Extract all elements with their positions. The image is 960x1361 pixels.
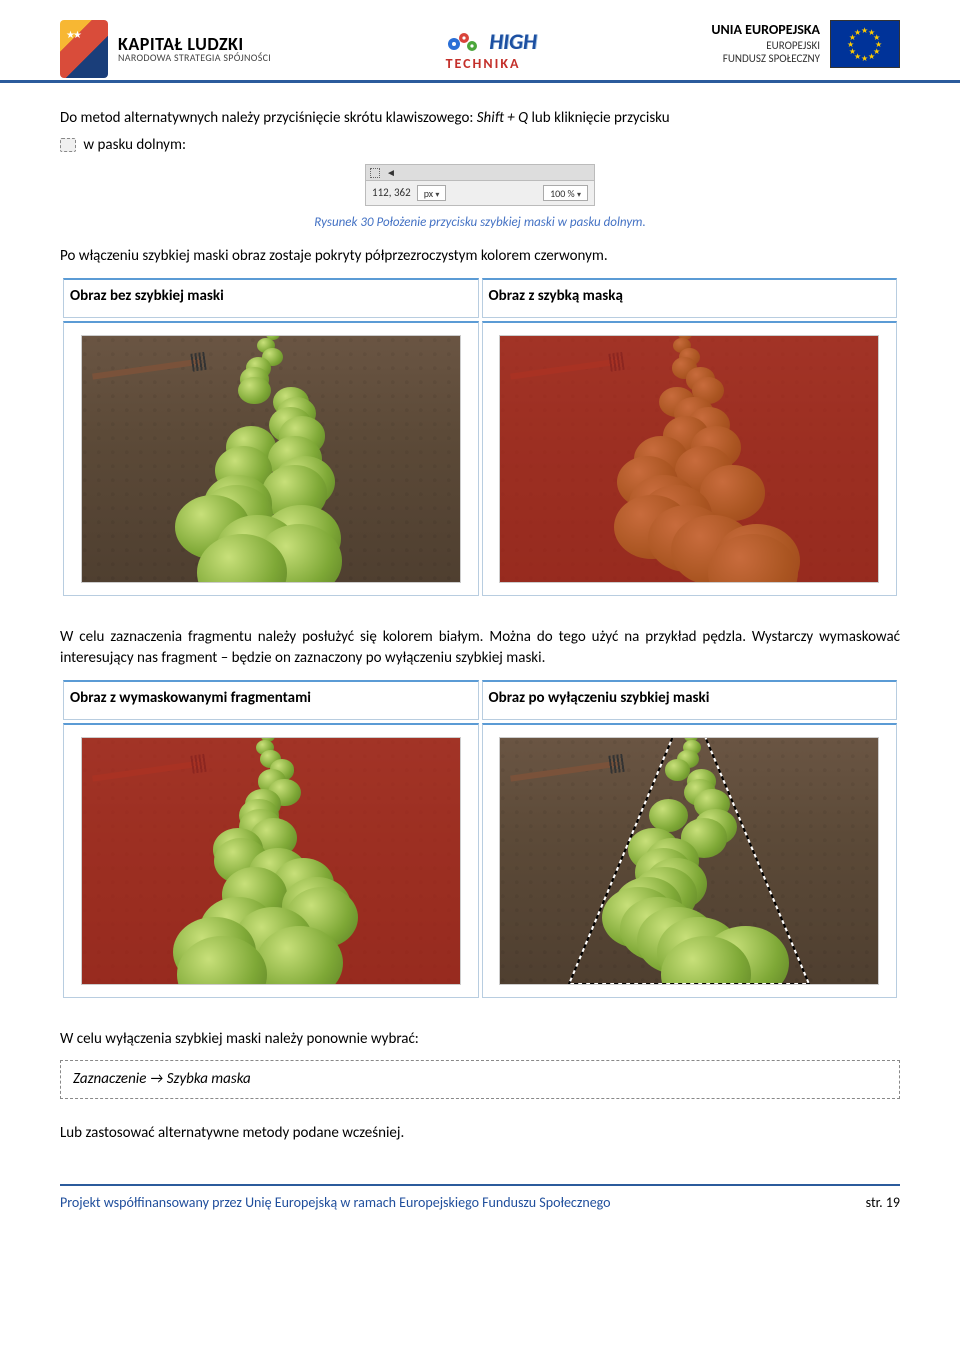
footer-page-number: str. 19 [866, 1194, 900, 1211]
t1-header-1: Obraz bez szybkiej maski [70, 286, 472, 311]
footer-project-text: Projekt współfinansowany przez Unię Euro… [60, 1194, 611, 1211]
eu-logo-block: UNIA EUROPEJSKA EUROPEJSKI FUNDUSZ SPOŁE… [711, 20, 900, 68]
kl-subtitle: NARODOWA STRATEGIA SPÓJNOŚCI [118, 53, 271, 63]
unit-dropdown: px ▾ [417, 185, 447, 201]
eu-line1: UNIA EUROPEJSKA [711, 22, 820, 39]
figure-caption-30: Rysunek 30 Położenie przycisku szybkiej … [60, 214, 900, 232]
hightechnika-logo: HIGH TECHNIKA [411, 20, 571, 80]
img-masked-fragments [70, 731, 472, 991]
comparison-table-1: Obraz bez szybkiej maski Obraz z szybką … [60, 275, 900, 599]
img-no-mask [70, 329, 472, 589]
coords-readout: 112, 362 [372, 185, 411, 200]
statusbar-screenshot: ◄ 112, 362 px ▾ 100 % ▾ [365, 164, 595, 206]
img-with-mask [489, 329, 891, 589]
menu-path-text: Zaznaczenie → Szybka maska [73, 1070, 251, 1088]
paragraph-2: Po włączeniu szybkiej maski obraz zostaj… [60, 246, 900, 267]
zoom-dropdown: 100 % ▾ [543, 185, 588, 201]
comparison-table-2: Obraz z wymaskowanymi fragmentami Obraz … [60, 677, 900, 1001]
paragraph-4: W celu wyłączenia szybkiej maski należy … [60, 1029, 900, 1050]
paragraph-1b: w pasku dolnym: [60, 135, 900, 156]
selection-marquee [559, 737, 819, 984]
menu-path-box: Zaznaczenie → Szybka maska [60, 1060, 900, 1099]
ht-top: HIGH [489, 28, 537, 55]
shortcut-text: Shift + Q [477, 109, 528, 127]
left-arrow-icon: ◄ [386, 166, 396, 180]
paragraph-1: Do metod alternatywnych należy przyciśni… [60, 108, 900, 129]
t2-header-2: Obraz po wyłączeniu szybkiej maski [489, 688, 891, 713]
eu-line2: EUROPEJSKI [711, 39, 820, 52]
quickmask-button-icon [370, 168, 380, 178]
quickmask-icon [60, 138, 76, 152]
eu-flag-icon: ★★★★★★★★★★★★ [830, 20, 900, 68]
page-footer: Projekt współfinansowany przez Unię Euro… [0, 1186, 960, 1231]
kapital-ludzki-logo-block: KAPITAŁ LUDZKI NARODOWA STRATEGIA SPÓJNO… [60, 20, 271, 78]
t2-header-1: Obraz z wymaskowanymi fragmentami [70, 688, 472, 713]
t1-header-2: Obraz z szybką maską [489, 286, 891, 311]
paragraph-3: W celu zaznaczenia fragmentu należy posł… [60, 627, 900, 669]
eu-text: UNIA EUROPEJSKA EUROPEJSKI FUNDUSZ SPOŁE… [711, 22, 820, 65]
kapital-ludzki-text: KAPITAŁ LUDZKI NARODOWA STRATEGIA SPÓJNO… [118, 35, 271, 63]
red-mask-overlay [500, 336, 878, 582]
page-header: KAPITAŁ LUDZKI NARODOWA STRATEGIA SPÓJNO… [0, 0, 960, 83]
kapital-ludzki-icon [60, 20, 108, 78]
eu-line3: FUNDUSZ SPOŁECZNY [711, 52, 820, 65]
document-body: Do metod alternatywnych należy przyciśni… [0, 108, 960, 1144]
paragraph-5: Lub zastosować alternatywne metody podan… [60, 1123, 900, 1144]
img-mask-off [489, 731, 891, 991]
